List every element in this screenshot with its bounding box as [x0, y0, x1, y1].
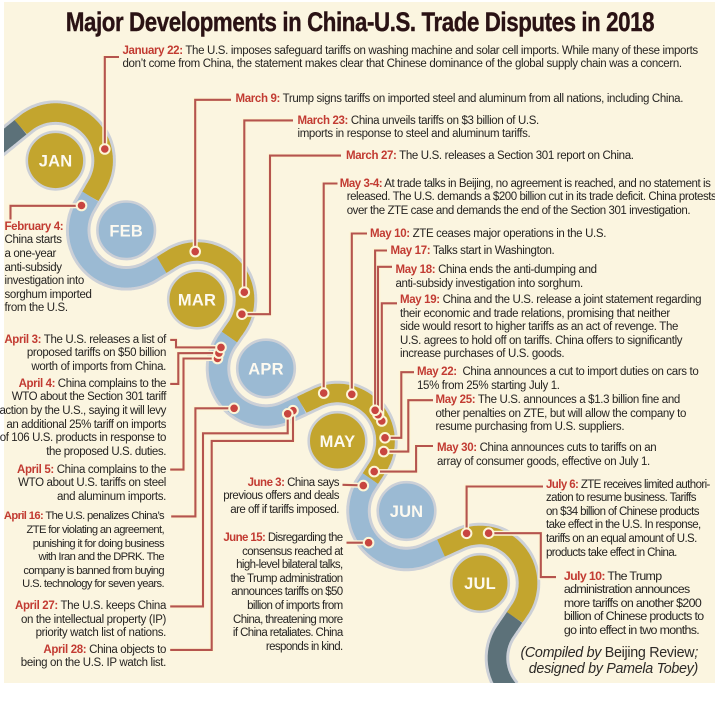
- svg-text:JAN: JAN: [39, 153, 73, 171]
- svg-text:APR: APR: [248, 361, 283, 379]
- svg-text:FEB: FEB: [109, 222, 143, 240]
- svg-text:MAY: MAY: [320, 433, 356, 451]
- svg-text:JUL: JUL: [464, 575, 496, 593]
- svg-text:JUN: JUN: [390, 503, 424, 521]
- svg-text:MAR: MAR: [178, 292, 216, 310]
